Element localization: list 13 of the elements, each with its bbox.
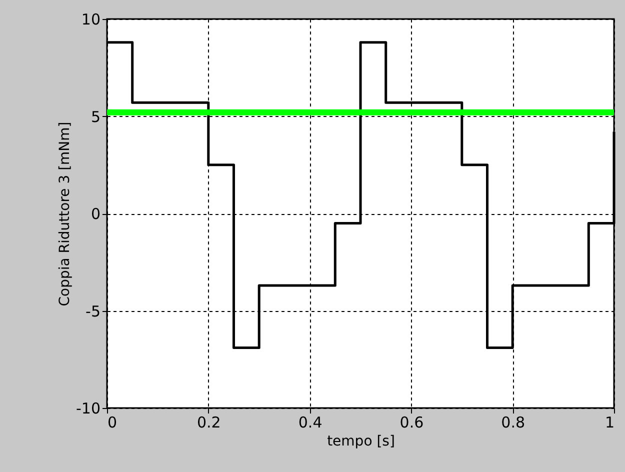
x-tick-label: 0 — [108, 414, 118, 432]
x-tick-label: 0.4 — [298, 414, 322, 432]
y-tick-label: 0 — [90, 205, 100, 223]
x-axis-title: tempo [s] — [327, 434, 395, 450]
x-tick-label: 0.2 — [196, 414, 221, 432]
y-tick-label: -10 — [76, 400, 100, 418]
y-tick-label: -5 — [86, 302, 100, 320]
y-tick-label: 10 — [81, 10, 100, 28]
x-tick-label: 0.8 — [501, 414, 526, 432]
x-tick-label: 1 — [604, 414, 614, 432]
x-tick-label: 0.6 — [400, 414, 424, 432]
y-tick-label: 5 — [90, 108, 100, 126]
y-axis-title: Coppia Riduttore 3 [mNm] — [57, 122, 73, 306]
